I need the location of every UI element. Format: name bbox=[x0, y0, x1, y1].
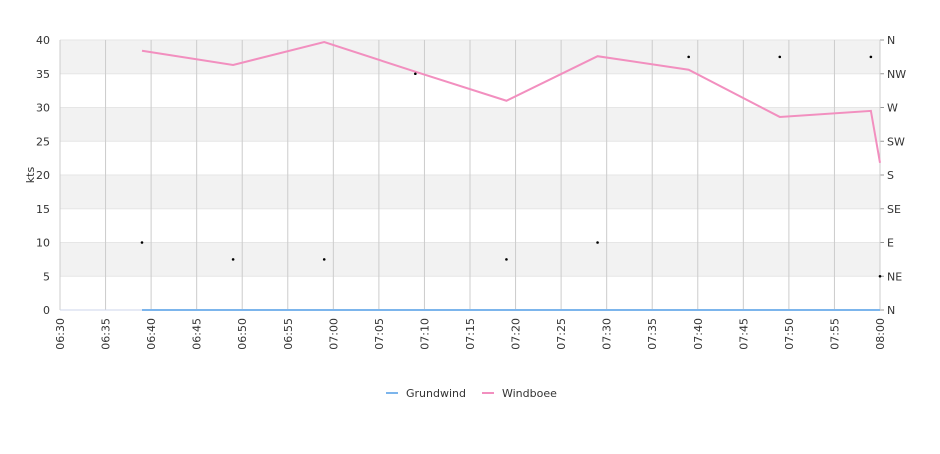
x-tick-label: 06:55 bbox=[282, 318, 295, 350]
y-tick-label: 40 bbox=[36, 34, 50, 47]
y-tick-label: 25 bbox=[36, 135, 50, 148]
x-tick-label: 06:50 bbox=[236, 318, 249, 350]
x-tick-label: 07:45 bbox=[737, 318, 750, 350]
series-line bbox=[141, 40, 881, 164]
y2-tick-label: NE bbox=[887, 270, 902, 283]
direction-dot bbox=[322, 258, 326, 261]
direction-dot bbox=[140, 241, 144, 244]
y2-tick-label: NW bbox=[887, 68, 906, 81]
y2-tick-label: SW bbox=[887, 135, 905, 148]
direction-dot bbox=[869, 55, 873, 59]
x-tick-label: 06:35 bbox=[100, 318, 113, 350]
y-tick-label: 10 bbox=[36, 237, 50, 250]
x-tick-label: 07:50 bbox=[783, 318, 796, 350]
x-tick-label: 07:05 bbox=[373, 318, 386, 350]
x-tick-label: 08:00 bbox=[874, 318, 887, 350]
x-tick-label: 07:10 bbox=[418, 318, 431, 350]
y2-tick-label: SE bbox=[887, 203, 901, 216]
direction-dot bbox=[596, 241, 599, 244]
x-tick-label: 07:15 bbox=[464, 318, 477, 350]
y2-tick-label: W bbox=[887, 102, 898, 115]
x-tick-label: 06:40 bbox=[145, 318, 158, 350]
direction-dot bbox=[878, 274, 882, 278]
y-tick-label: 20 bbox=[36, 169, 50, 182]
y-tick-label: 15 bbox=[36, 203, 50, 216]
direction-dot bbox=[687, 55, 690, 59]
legend-item: Grundwind bbox=[386, 387, 466, 400]
y2-tick-label: E bbox=[887, 237, 894, 250]
x-tick-label: 06:30 bbox=[54, 318, 67, 350]
y2-tick-label: N bbox=[887, 34, 895, 47]
x-tick-label: 07:30 bbox=[601, 318, 614, 350]
y2-tick-label: N bbox=[887, 304, 895, 317]
x-tick-label: 07:40 bbox=[692, 318, 705, 350]
y-tick-label: 30 bbox=[36, 102, 50, 115]
x-tick-label: 07:55 bbox=[828, 318, 841, 350]
x-tick-label: 07:25 bbox=[555, 318, 568, 350]
x-tick-label: 07:00 bbox=[327, 318, 340, 350]
direction-dot bbox=[505, 258, 508, 261]
y-tick-label: 5 bbox=[43, 270, 50, 283]
x-tick-label: 06:45 bbox=[191, 318, 204, 350]
direction-dot bbox=[778, 55, 782, 59]
y2-tick-label: S bbox=[887, 169, 894, 182]
direction-dot bbox=[231, 258, 235, 261]
y-axis-label: kts bbox=[24, 167, 37, 184]
x-tick-label: 07:35 bbox=[646, 318, 659, 350]
x-tick-label: 07:20 bbox=[510, 318, 523, 350]
legend-item: Windboee bbox=[481, 387, 557, 400]
legend-label: Windboee bbox=[502, 387, 557, 400]
y-tick-label: 0 bbox=[43, 304, 50, 317]
direction-dot bbox=[414, 72, 417, 76]
legend-label: Grundwind bbox=[406, 387, 466, 400]
y-tick-label: 35 bbox=[36, 68, 50, 81]
